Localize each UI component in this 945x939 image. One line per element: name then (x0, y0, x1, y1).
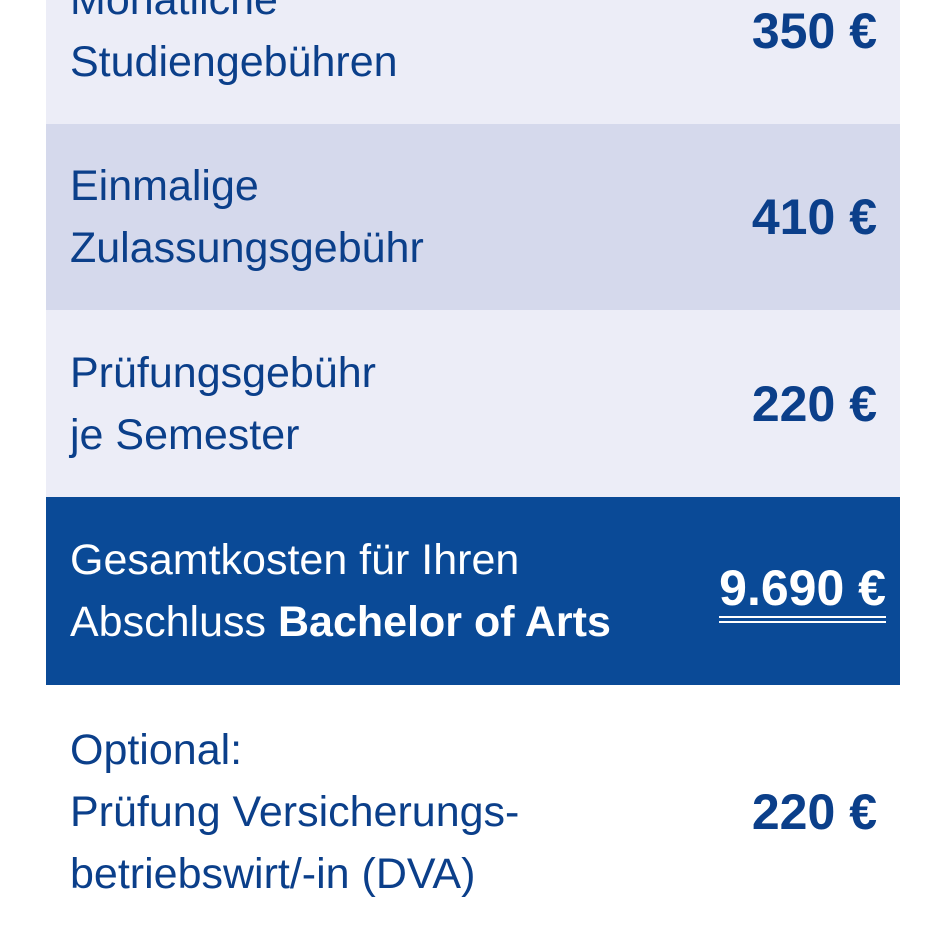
cost-row: Optional: Prüfung Versicherungs-betriebsw… (46, 685, 900, 939)
row-value: 220 € (751, 784, 877, 840)
cost-row: Monatliche Studiengebühren 350 € (46, 0, 900, 124)
label-line: Prüfungsgebühr (70, 348, 376, 397)
label-line: Monatliche (70, 0, 278, 24)
row-label: Einmalige Zulassungsgebühr (70, 155, 424, 279)
label-line: Abschluss Bachelor of Arts (70, 598, 611, 646)
cost-row: Prüfungsgebühr je Semester 220 € (46, 310, 900, 497)
label-line: betriebswirt/-in (DVA) (70, 850, 476, 898)
row-label: Prüfungsgebühr je Semester (70, 342, 376, 466)
label-line: Einmalige (70, 162, 259, 210)
row-value: 220 € (751, 375, 877, 432)
row-value: 350 € (751, 3, 877, 59)
cost-row: Einmalige Zulassungsgebühr 410 € (46, 124, 900, 310)
label-line: Studiengebühren (70, 38, 398, 86)
label-line: Prüfung Versicherungs- (70, 788, 520, 836)
label-line: je Semester (70, 410, 300, 459)
row-label: Gesamtkosten für Ihren Abschluss Bachelor … (70, 529, 611, 653)
row-label: Optional: Prüfung Versicherungs-betriebsw… (70, 719, 519, 905)
row-value: 410 € (751, 189, 877, 245)
page: Monatliche Studiengebühren 350 € Einmalige Z… (46, 0, 900, 898)
cost-row: Gesamtkosten für Ihren Abschluss Bachelor … (46, 497, 900, 685)
label-line: Zulassungsgebühr (70, 224, 424, 272)
row-label: Monatliche Studiengebühren (70, 0, 398, 93)
label-bold: Bachelor of Arts (277, 598, 611, 646)
label-line: Gesamtkosten für Ihren (70, 536, 520, 584)
label-line: Optional: (70, 726, 243, 774)
row-value: 9.690 € (719, 560, 886, 623)
